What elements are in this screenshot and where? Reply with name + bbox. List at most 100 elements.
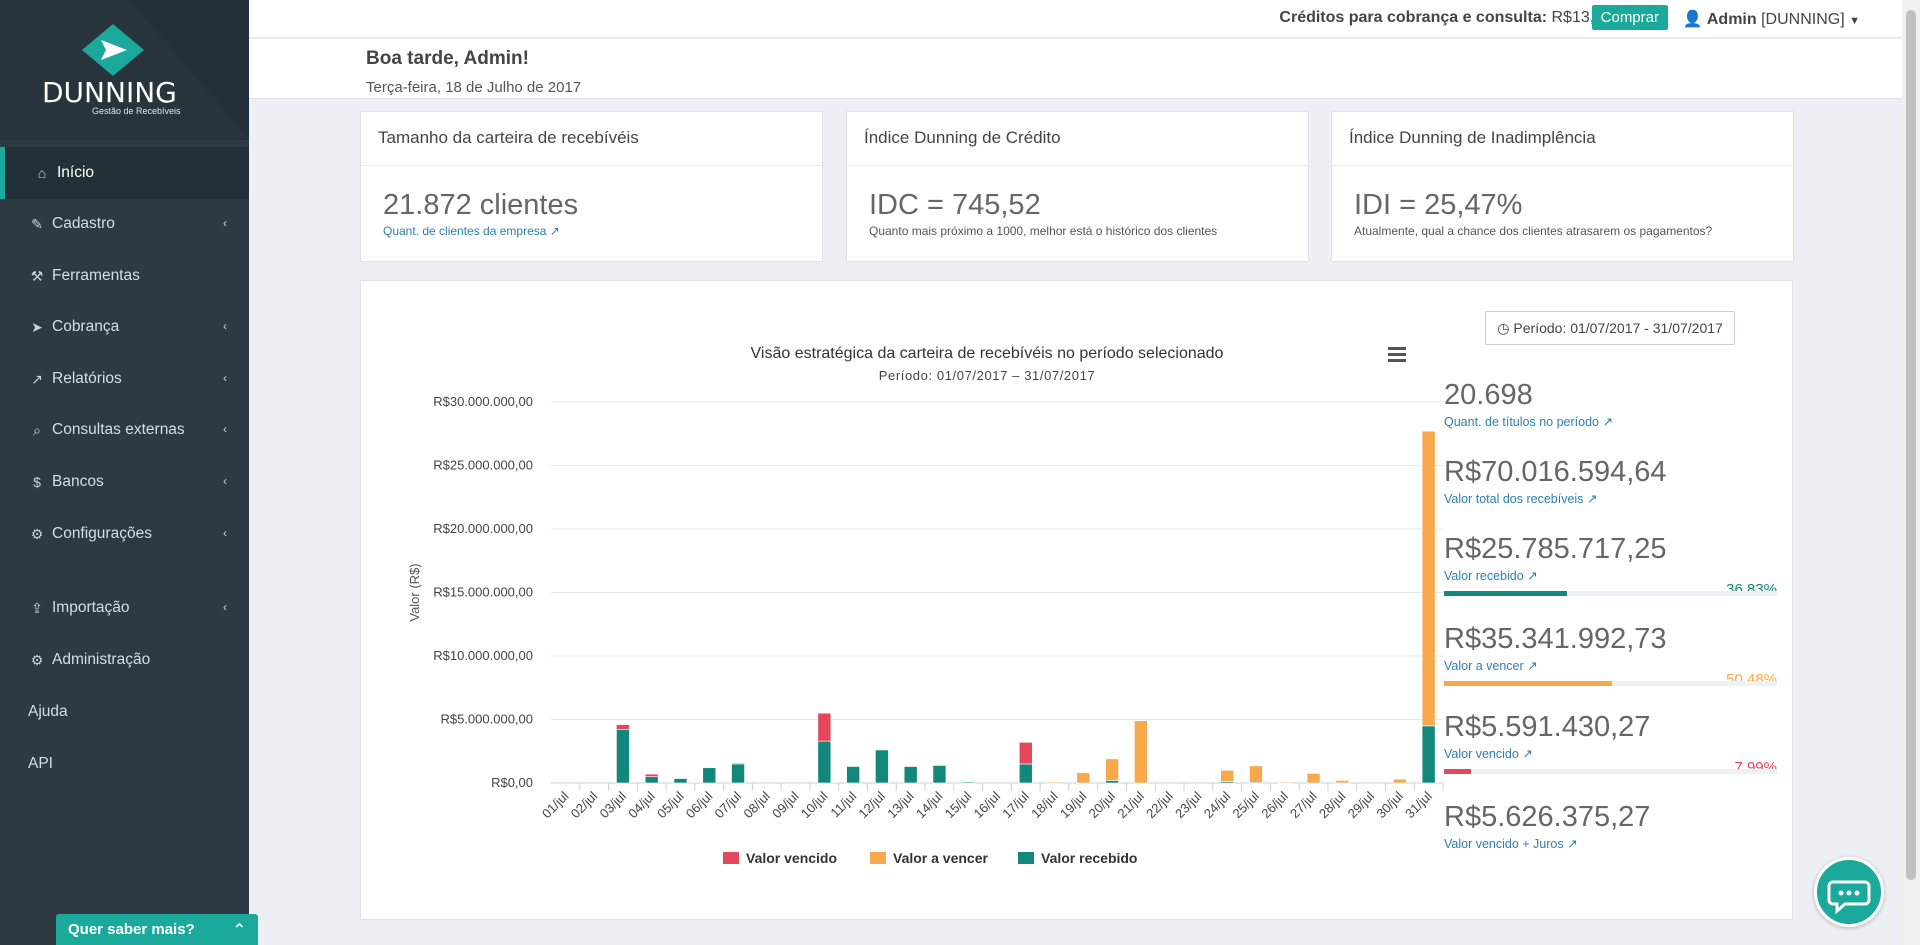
sidebar-item-api[interactable]: API — [0, 738, 249, 790]
bar-segment — [903, 766, 918, 784]
chevron-up-icon: ⌃ — [232, 922, 246, 939]
metric-label: Valor recebido — [1444, 569, 1524, 583]
greeting-header: Boa tarde, Admin! Terça-feira, 18 de Jul… — [249, 39, 1902, 99]
external-link-icon: ↗ — [1523, 659, 1538, 673]
sidebar-item-configura-es[interactable]: ⚙ Configurações ‹ — [0, 508, 249, 560]
metric-link[interactable]: Valor total dos recebíveis ↗ — [1444, 491, 1784, 506]
clock-icon: ◷ — [1497, 319, 1510, 336]
bar-segment — [1220, 769, 1234, 783]
x-tick-label: 23/jul — [1172, 788, 1205, 821]
logo[interactable]: DUNNING Gestão de Recebíveis — [0, 0, 249, 140]
metric-value: R$25.785.717,25 — [1444, 533, 1667, 565]
x-tick-label: 02/jul — [568, 788, 601, 821]
metric-item: R$35.341.992,73 Valor a vencer ↗ 50,48% — [1444, 623, 1784, 688]
bar-segment — [1277, 782, 1292, 784]
sidebar-item-label: Administração — [52, 651, 151, 668]
legend-label: Valor recebido — [1041, 850, 1137, 866]
card-subtitle: Atualmente, qual a chance dos clientes a… — [1354, 224, 1713, 238]
bar-segment — [616, 729, 630, 784]
metric-value: R$5.591.430,27 — [1444, 711, 1651, 743]
bar-segment — [1134, 720, 1148, 784]
bar-segment — [1018, 763, 1033, 784]
promo-button[interactable]: Quer saber mais? ⌃ — [56, 914, 258, 945]
buy-button[interactable]: Comprar — [1591, 5, 1668, 30]
external-link-icon: ↗ — [1523, 569, 1538, 583]
legend-label: Valor a vencer — [893, 850, 989, 866]
bar-segment — [932, 764, 947, 784]
sidebar-item-ferramentas[interactable]: ⚒ Ferramentas — [0, 250, 249, 302]
user-menu[interactable]: 👤 Admin [DUNNING] ▼ — [1682, 9, 1860, 29]
y-tick-label: R$15.000.000,00 — [433, 585, 533, 600]
y-tick-label: R$0,00 — [491, 775, 533, 790]
y-tick-label: R$25.000.000,00 — [433, 458, 533, 473]
x-tick-label: 01/jul — [539, 788, 572, 821]
sidebar-item-label: API — [28, 755, 53, 772]
x-tick-label: 04/jul — [625, 788, 658, 821]
page-scrollbar[interactable] — [1902, 0, 1920, 945]
x-tick-label: 13/jul — [884, 788, 917, 821]
period-button[interactable]: ◷ Período: 01/07/2017 - 31/07/2017 — [1485, 311, 1735, 345]
sidebar-item-label: Bancos — [52, 473, 104, 490]
sidebar-item-administra-o[interactable]: ⚙ Administração — [0, 634, 249, 686]
sidebar-item-cadastro[interactable]: ✎ Cadastro ‹ — [0, 198, 249, 250]
sidebar-item-relat-rios[interactable]: ↗ Relatórios ‹ — [0, 353, 249, 405]
credits-info: Créditos para cobrança e consulta: R$13,… — [1279, 9, 1612, 27]
sidebar-item-ajuda[interactable]: Ajuda — [0, 686, 249, 738]
x-tick-label: 05/jul — [654, 788, 687, 821]
bar-segment — [1105, 780, 1119, 784]
y-tick-label: R$20.000.000,00 — [433, 521, 533, 536]
edit-icon: ✎ — [31, 215, 43, 232]
bar-segment — [731, 763, 745, 784]
sidebar-item-in-cio[interactable]: ⌂ Início — [0, 147, 249, 199]
sidebar-item-bancos[interactable]: $ Bancos ‹ — [0, 456, 249, 508]
x-tick-label: 31/jul — [1402, 788, 1435, 821]
sidebar-item-importa-o[interactable]: ⇪ Importação ‹ — [0, 582, 249, 634]
metric-link[interactable]: Valor a vencer ↗ — [1444, 658, 1784, 673]
sidebar-item-label: Consultas externas — [52, 421, 185, 438]
x-tick-label: 24/jul — [1201, 788, 1234, 821]
metric-link[interactable]: Valor vencido ↗ — [1444, 746, 1784, 761]
card-title: Tamanho da carteira de recebívéis — [361, 112, 822, 166]
user-name: Admin — [1706, 11, 1757, 28]
card-value: 21.872 clientes — [383, 189, 579, 221]
metric-value: R$70.016.594,64 — [1444, 456, 1667, 488]
x-tick-label: 08/jul — [740, 788, 773, 821]
bar-segment — [1306, 773, 1321, 784]
user-org: [DUNNING] — [1761, 11, 1845, 28]
caret-down-icon: ▼ — [1849, 15, 1860, 27]
external-link-icon: ↗ — [549, 224, 560, 238]
chat-button[interactable] — [1814, 857, 1884, 927]
metric-item: R$5.626.375,27 Valor vencido + Juros ↗ — [1444, 801, 1784, 851]
card-subtitle: Quanto mais próximo a 1000, melhor está … — [869, 224, 1218, 238]
x-tick-label: 30/jul — [1373, 788, 1406, 821]
bar-segment — [1047, 781, 1062, 784]
card-value: IDI = 25,47% — [1354, 189, 1523, 221]
metric-link[interactable]: Valor recebido ↗ — [1444, 568, 1784, 583]
sidebar-item-label: Ferramentas — [52, 267, 140, 284]
legend-label: Valor vencido — [746, 850, 837, 866]
x-tick-label: 03/jul — [596, 788, 629, 821]
gear-icon: ⚙ — [30, 525, 44, 542]
chevron-left-icon: ‹ — [223, 474, 227, 488]
card-link[interactable]: Quant. de clientes da empresa ↗ — [383, 224, 560, 238]
sidebar: DUNNING Gestão de Recebíveis ⌂ Início ✎ Cad… — [0, 0, 249, 945]
bar-segment — [961, 781, 976, 784]
metric-link[interactable]: Valor vencido + Juros ↗ — [1444, 836, 1784, 851]
home-icon: ⌂ — [37, 165, 47, 181]
x-tick-label: 21/jul — [1114, 788, 1147, 821]
x-tick-label: 28/jul — [1316, 788, 1349, 821]
metric-label: Valor vencido + Juros — [1444, 837, 1564, 851]
bar-segment — [846, 766, 860, 784]
credits-label: Créditos para cobrança e consulta: — [1279, 9, 1548, 26]
sidebar-item-cobran-a[interactable]: ➤ Cobrança ‹ — [0, 301, 249, 353]
x-tick-label: 11/jul — [827, 788, 859, 820]
metric-link[interactable]: Quant. de títulos no período ↗ — [1444, 414, 1784, 429]
bar-segment — [1018, 742, 1033, 765]
sidebar-item-consultas-externas[interactable]: ⌕ Consultas externas ‹ — [0, 404, 249, 456]
chevron-left-icon: ‹ — [223, 216, 227, 230]
wrench-icon: ⚒ — [30, 267, 44, 284]
scrollbar-thumb[interactable] — [1906, 10, 1916, 880]
card-portfolio-size: Tamanho da carteira de recebívéis 21.872… — [360, 111, 823, 262]
metric-value: 20.698 — [1444, 379, 1533, 411]
cogs-icon: ⚙ — [30, 651, 44, 668]
